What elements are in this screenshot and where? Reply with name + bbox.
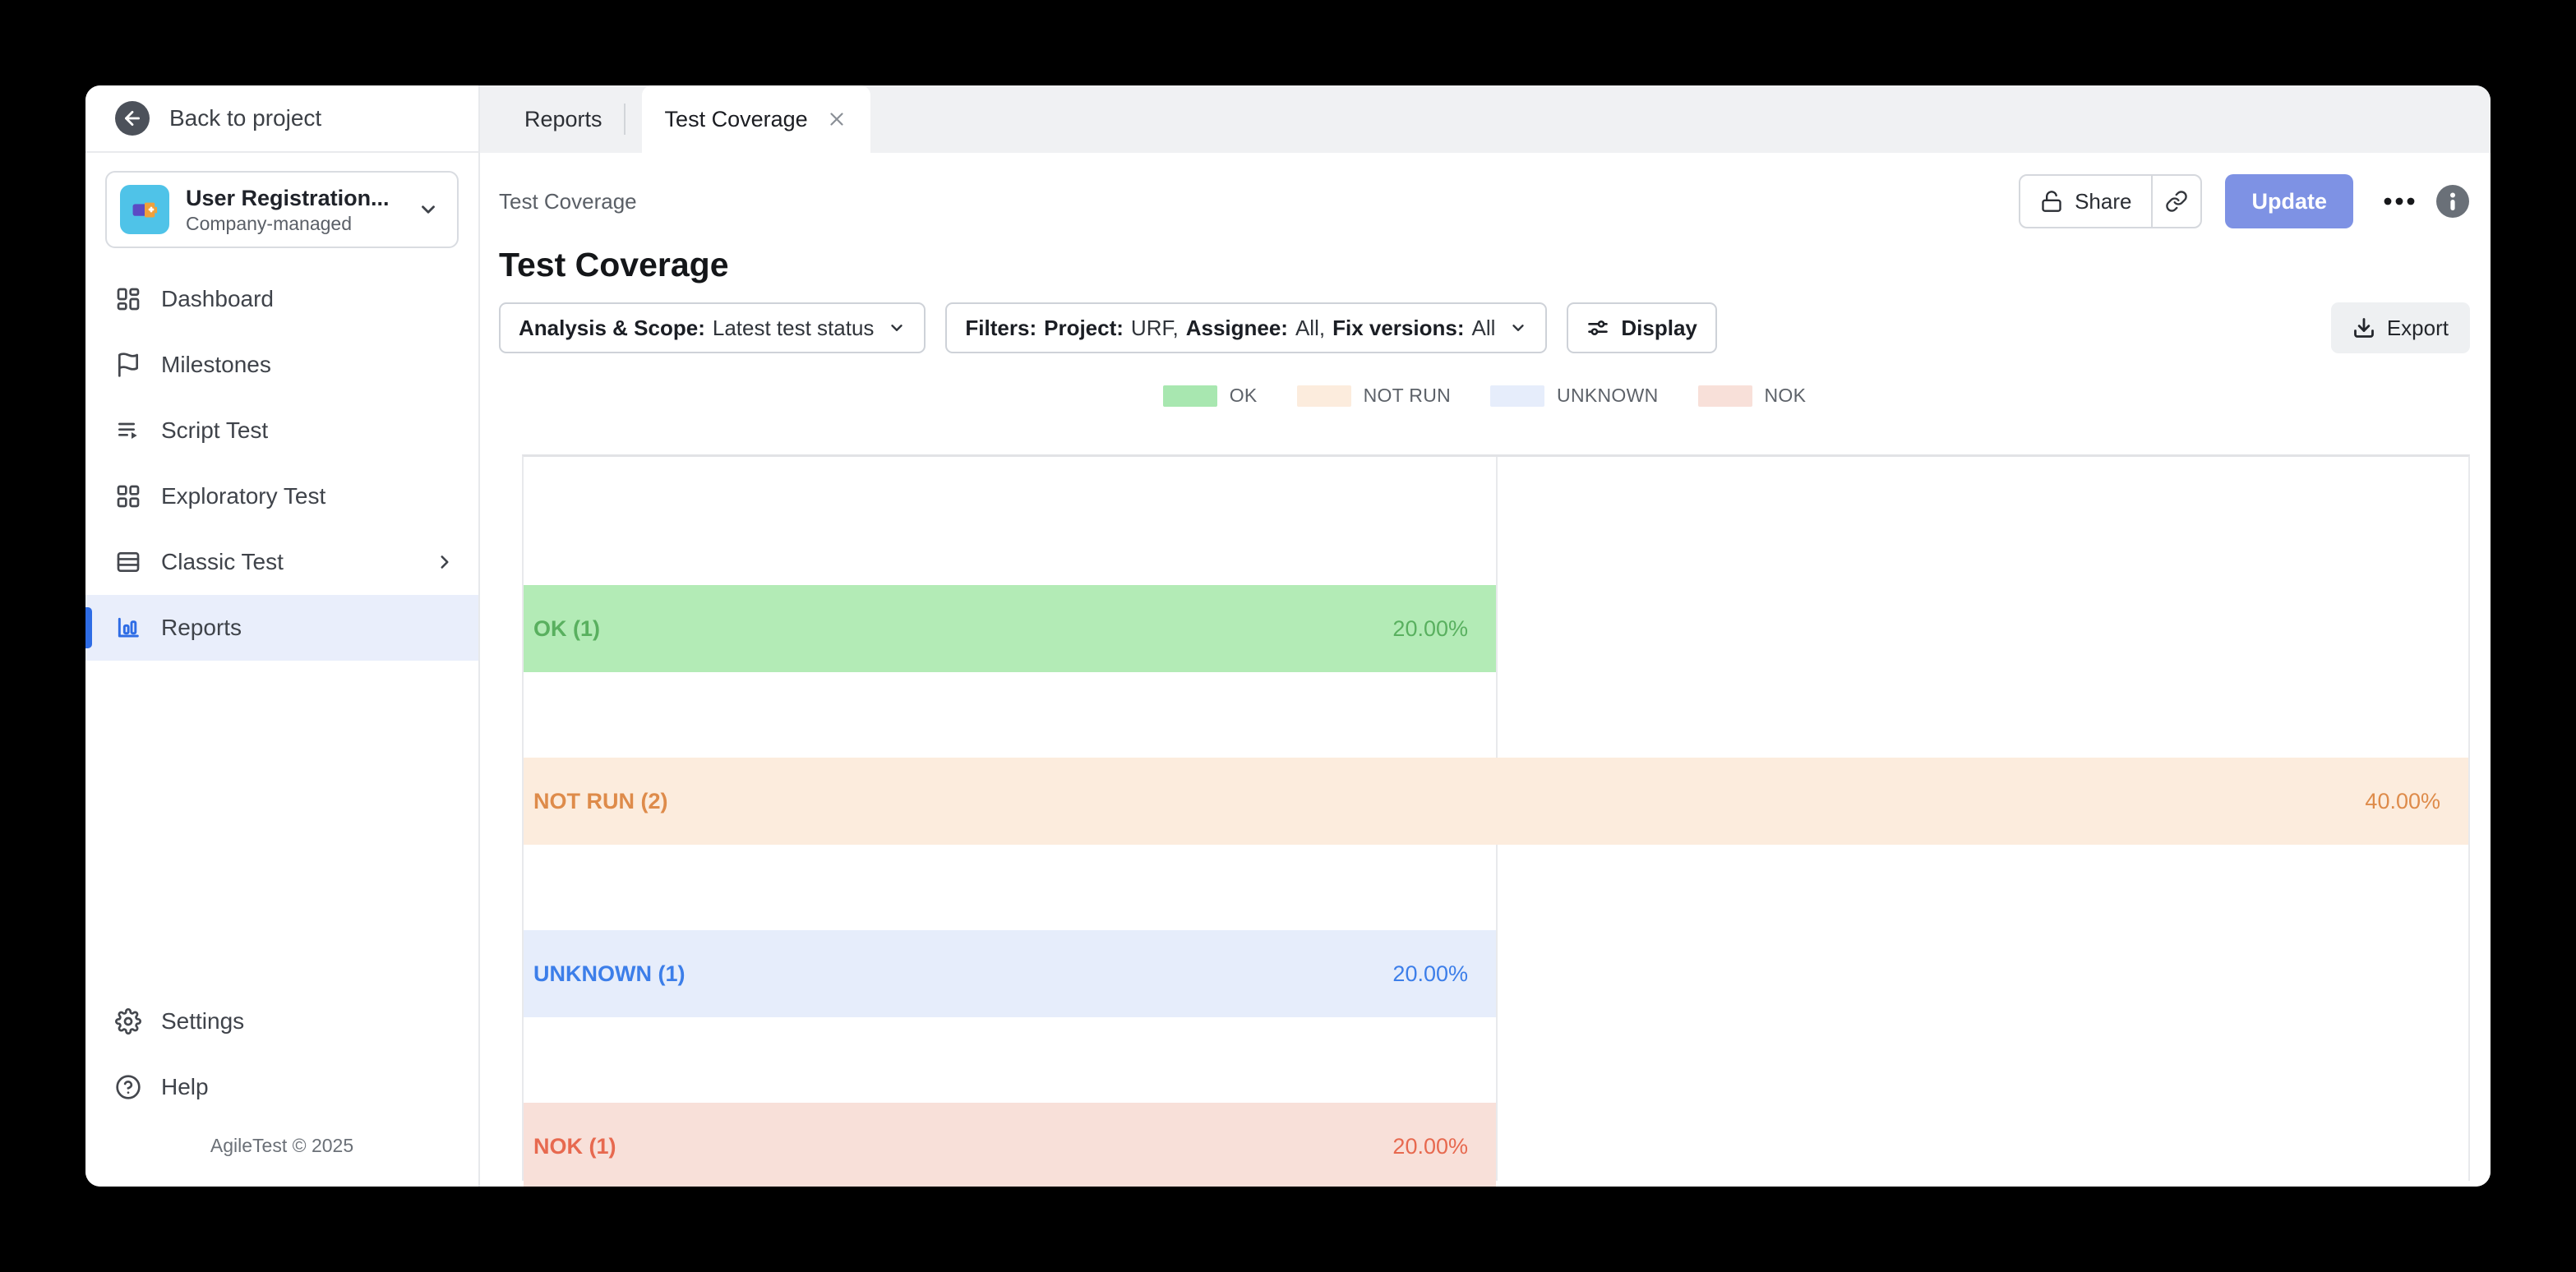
gear-icon: [115, 1008, 141, 1035]
tab-test-coverage[interactable]: Test Coverage: [641, 85, 870, 153]
sidebar-nav: Dashboard Milestones Script Test Explora…: [85, 266, 478, 661]
info-icon[interactable]: [2435, 184, 2470, 219]
legend-swatch-ok: [1162, 385, 1217, 407]
legend-swatch-not-run: [1296, 385, 1351, 407]
analysis-scope-dropdown[interactable]: Analysis & Scope: Latest test status: [499, 302, 926, 353]
filters-dropdown[interactable]: Filters: Project: URF, Assignee: All, Fi…: [945, 302, 1548, 353]
project-type: Company-managed: [186, 213, 353, 234]
close-icon[interactable]: [826, 108, 847, 130]
toolbar: Test Coverage Share: [499, 173, 2470, 230]
sidebar-item-settings[interactable]: Settings: [85, 989, 478, 1054]
chart-row-nok: NOK (1) 20.00%: [524, 1103, 2468, 1187]
content: Test Coverage Share: [480, 153, 2491, 1187]
flag-icon: [115, 352, 141, 378]
bar-ok[interactable]: OK (1) 20.00%: [524, 585, 1496, 672]
bar-not-run[interactable]: NOT RUN (2) 40.00%: [524, 758, 2468, 845]
back-to-project-label: Back to project: [169, 105, 322, 131]
sidebar-item-milestones[interactable]: Milestones: [85, 332, 478, 398]
chart-row-ok: OK (1) 20.00%: [524, 585, 2468, 672]
copy-link-button[interactable]: [2153, 176, 2200, 227]
legend-item-ok: OK: [1162, 385, 1258, 407]
grid-icon: [115, 483, 141, 509]
chart-row-unknown: UNKNOWN (1) 20.00%: [524, 930, 2468, 1017]
sidebar-item-exploratory-test[interactable]: Exploratory Test: [85, 463, 478, 529]
more-menu-icon[interactable]: [2380, 182, 2419, 221]
chevron-down-icon: [418, 199, 439, 220]
legend-swatch-nok: [1697, 385, 1752, 407]
legend-item-unknown: UNKNOWN: [1490, 385, 1658, 407]
chart-legend: OK NOT RUN UNKNOWN NOK: [499, 385, 2470, 407]
bar-unknown[interactable]: UNKNOWN (1) 20.00%: [524, 930, 1496, 1017]
dashboard-icon: [115, 286, 141, 312]
main-area: Reports Test Coverage Test Coverage: [480, 85, 2491, 1187]
chevron-right-icon: [434, 551, 455, 573]
back-arrow-icon[interactable]: [115, 101, 150, 136]
sidebar-item-classic-test[interactable]: Classic Test: [85, 529, 478, 595]
share-group: Share: [2019, 174, 2203, 228]
app-window: Back to project User Registration... Com…: [85, 85, 2491, 1187]
legend-swatch-unknown: [1490, 385, 1545, 407]
script-list-icon: [115, 417, 141, 444]
bar-chart-icon: [115, 615, 141, 641]
chevron-down-icon: [1509, 319, 1527, 337]
test-coverage-chart: OK (1) 20.00% NOT RUN (2) 40.00% UNKNOWN…: [522, 454, 2470, 1187]
project-avatar: [120, 185, 169, 234]
page-title: Test Coverage: [499, 246, 729, 283]
tab-strip: Reports Test Coverage: [480, 85, 2491, 153]
chevron-down-icon: [888, 319, 906, 337]
bar-nok[interactable]: NOK (1) 20.00%: [524, 1103, 1496, 1187]
help-icon: [115, 1074, 141, 1100]
tab-reports[interactable]: Reports: [524, 106, 602, 131]
sidebar-item-dashboard[interactable]: Dashboard: [85, 266, 478, 332]
download-icon: [2352, 316, 2375, 339]
tab-separator: [623, 104, 626, 135]
lock-open-icon: [2040, 190, 2063, 213]
sidebar-footer: Settings Help AgileTest © 2025: [85, 989, 478, 1187]
link-icon: [2165, 190, 2188, 213]
sliders-icon: [1586, 316, 1609, 339]
battery-icon: [132, 202, 158, 218]
chart-row-not-run: NOT RUN (2) 40.00%: [524, 758, 2468, 845]
back-to-project[interactable]: Back to project: [85, 85, 478, 153]
sidebar-item-reports[interactable]: Reports: [85, 595, 478, 661]
export-button[interactable]: Export: [2330, 302, 2470, 353]
project-selector[interactable]: User Registration... Company-managed: [105, 171, 459, 248]
copyright: AgileTest © 2025: [210, 1135, 354, 1156]
legend-item-not-run: NOT RUN: [1296, 385, 1451, 407]
sidebar: Back to project User Registration... Com…: [85, 85, 480, 1187]
project-name: User Registration...: [186, 186, 390, 210]
share-button[interactable]: Share: [2020, 176, 2151, 227]
sidebar-item-help[interactable]: Help: [85, 1054, 478, 1120]
legend-item-nok: NOK: [1697, 385, 1807, 407]
rows-icon: [115, 549, 141, 575]
active-indicator: [85, 607, 92, 648]
filter-row: Analysis & Scope: Latest test status Fil…: [499, 302, 2470, 353]
sidebar-item-script-test[interactable]: Script Test: [85, 398, 478, 463]
update-button[interactable]: Update: [2225, 174, 2353, 228]
display-button[interactable]: Display: [1567, 302, 1717, 353]
breadcrumb: Test Coverage: [499, 188, 637, 214]
